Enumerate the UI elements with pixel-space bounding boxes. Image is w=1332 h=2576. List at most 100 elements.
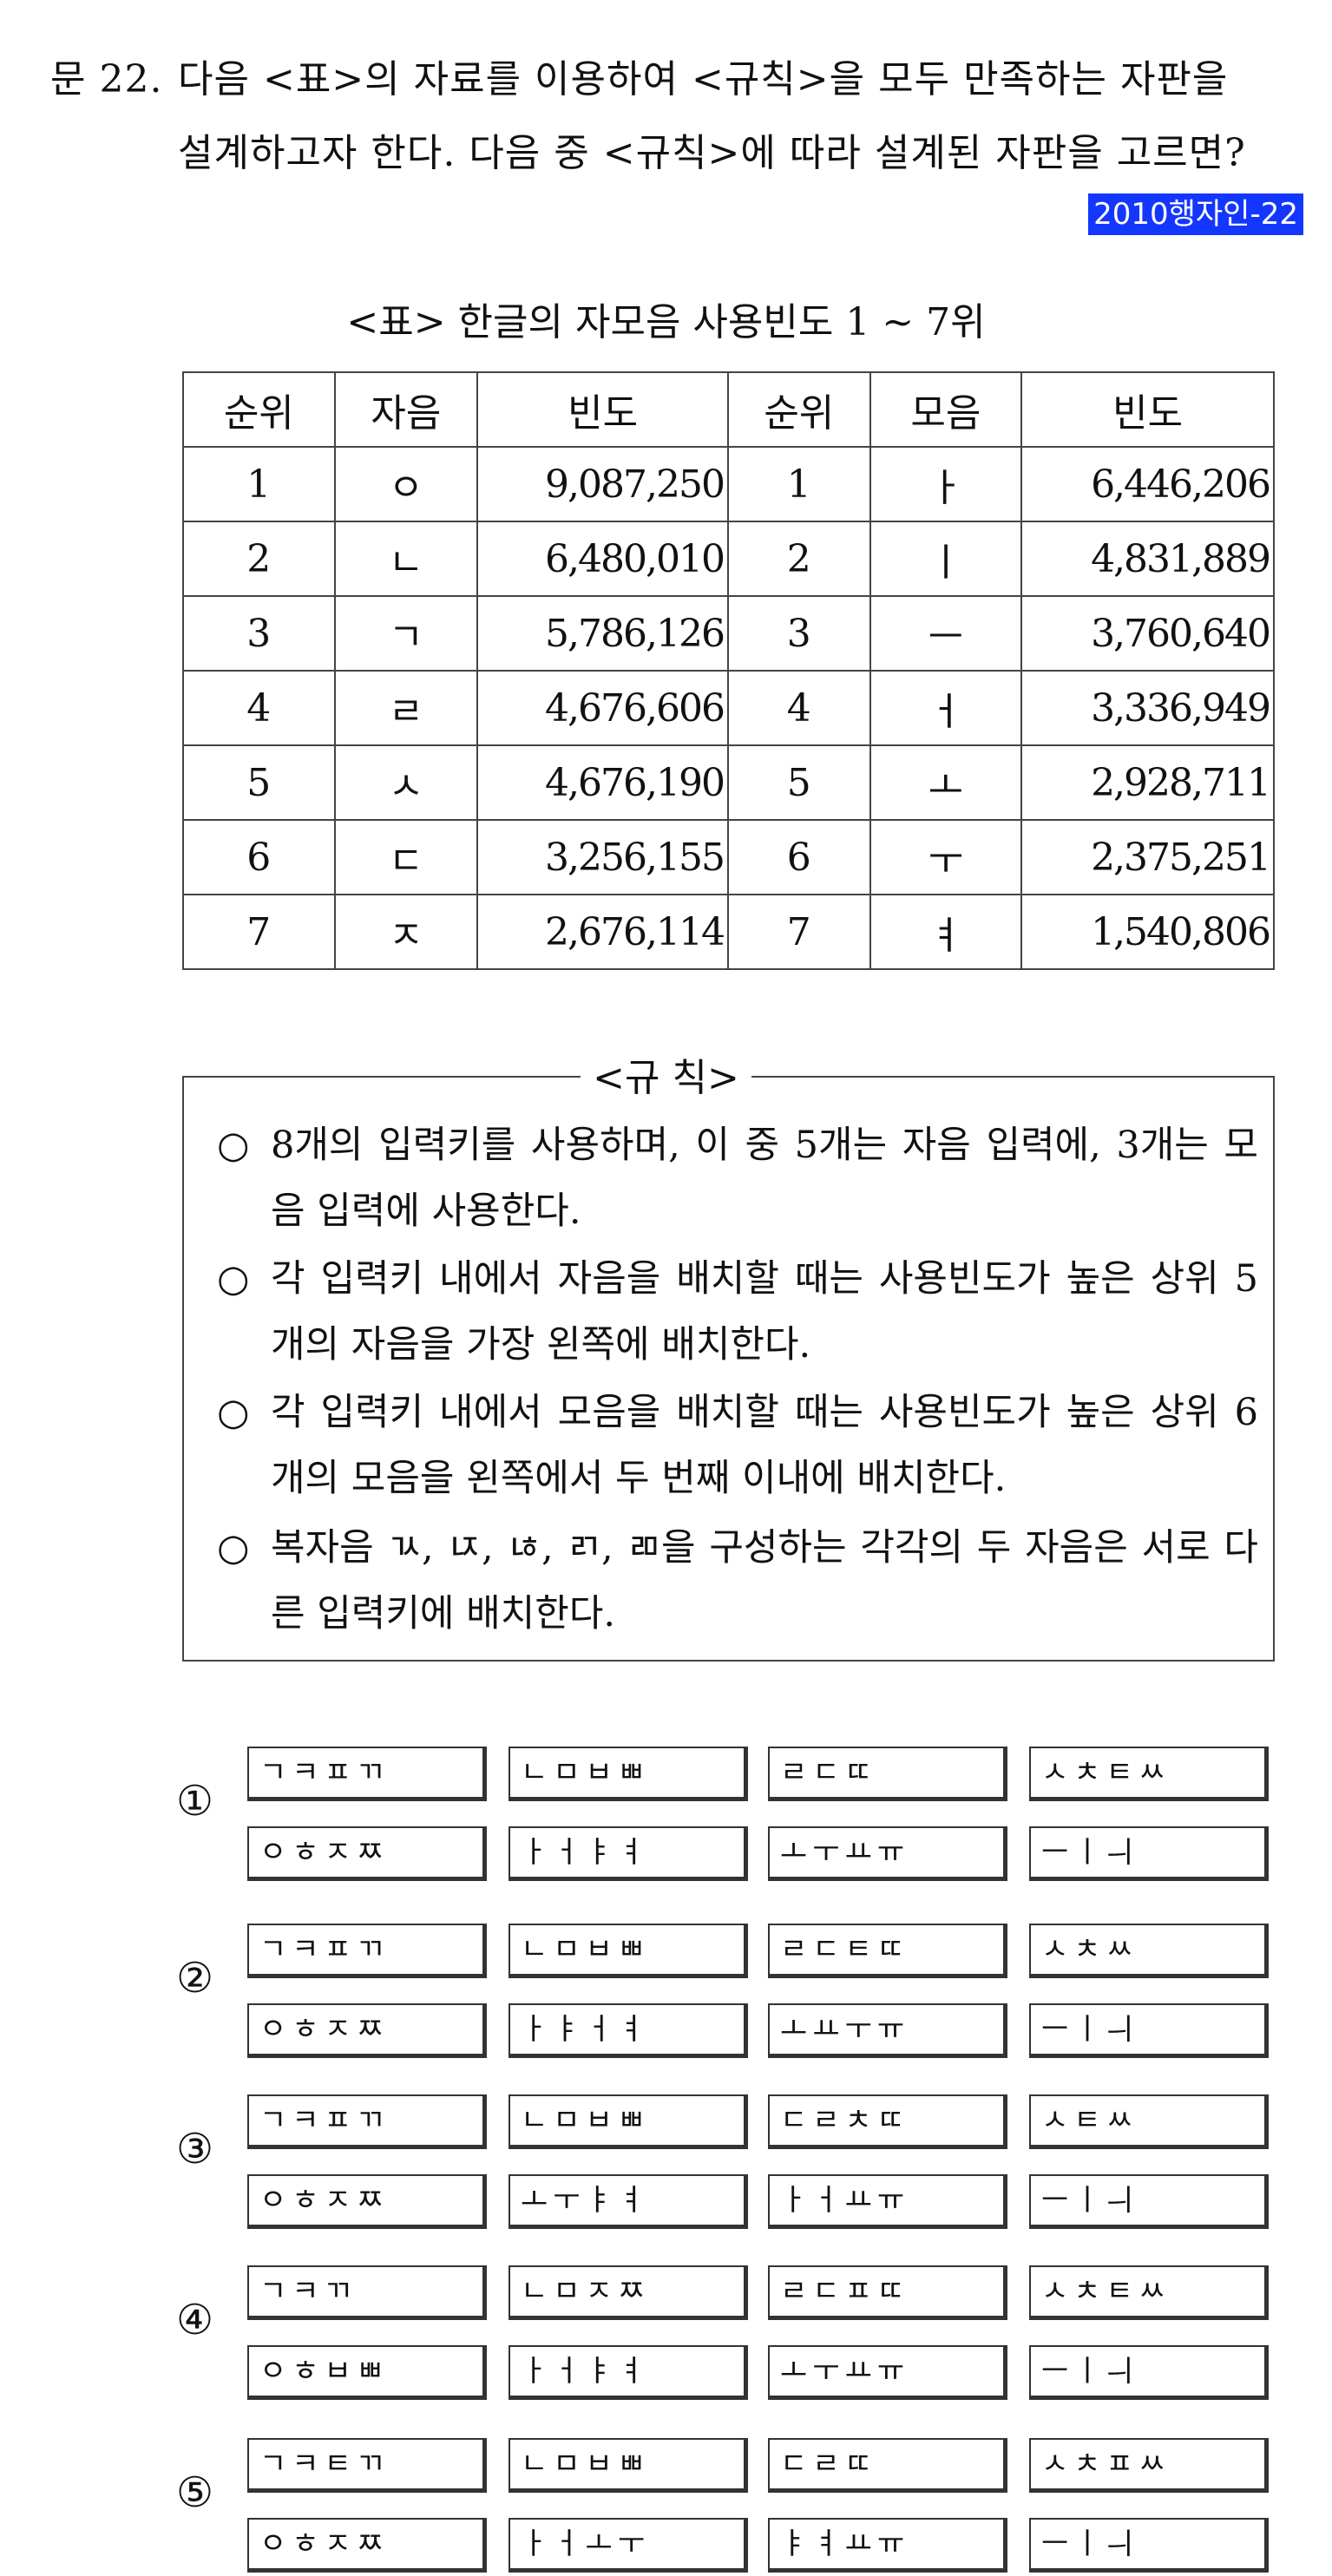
table-cell: 6,480,010 xyxy=(476,521,729,597)
option-label: ⑤ xyxy=(176,2468,214,2517)
header-cell: 빈도 xyxy=(1020,371,1275,448)
table-cell: 2,676,114 xyxy=(476,894,729,970)
table-caption: <표> 한글의 자모음 사용빈도 1 ~ 7위 xyxy=(346,300,986,344)
rule-text: 각 입력키 내에서 자음을 배치할 때는 사용빈도가 높은 상위 5개의 자음을… xyxy=(271,1257,1258,1367)
option-key: ㄷㄹㄸ xyxy=(768,2438,1007,2493)
table-cell: 6,446,206 xyxy=(1020,446,1275,522)
table-cell: 2,928,711 xyxy=(1020,744,1275,821)
table-cell: 5 xyxy=(726,744,871,821)
bullet-circle-icon: ○ xyxy=(217,1257,250,1301)
table-row: 3 ㄱ 5,786,126 3 ㅡ 3,760,640 xyxy=(182,595,1275,672)
table-cell: 1 xyxy=(726,446,871,522)
option-key: ㄹㄷㅌㄸ xyxy=(768,1924,1007,1978)
table-cell: ㄱ xyxy=(333,595,479,672)
table-cell: 3,760,640 xyxy=(1020,595,1275,672)
table-cell: ㅕ xyxy=(869,894,1023,970)
option-key: ㄴㅁㅂㅃ xyxy=(509,1747,748,1801)
option-key: ㄱㅋㅌㄲ xyxy=(247,2438,487,2493)
option-key: ㄹㄷㅍㄸ xyxy=(768,2265,1007,2320)
rule-text: 8개의 입력키를 사용하며, 이 중 5개는 자음 입력에, 3개는 모음 입력… xyxy=(271,1124,1258,1233)
option-key: ㅇㅎㅈㅉ xyxy=(247,2003,487,2058)
header-cell: 자음 xyxy=(333,371,479,448)
table-row: 4 ㄹ 4,676,606 4 ㅓ 3,336,949 xyxy=(182,670,1275,746)
table-cell: 7 xyxy=(726,894,871,970)
table-header-row: 순위 자음 빈도 순위 모음 빈도 xyxy=(182,371,1275,448)
option-key: ㅡㅣㅢ xyxy=(1029,2518,1269,2573)
option-key: ㄱㅋㅍㄲ xyxy=(247,2094,487,2149)
table-cell: 6 xyxy=(182,819,336,895)
rule-text: 복자음 ㄳ, ㄵ, ㄶ, ㄺ, ㄻ을 구성하는 각각의 두 자음은 서로 다른 … xyxy=(271,1526,1258,1635)
table-cell: 4,676,190 xyxy=(476,744,729,821)
rules-title-text: <규 칙> xyxy=(581,1056,751,1100)
option-key: ㅗㅜㅛㅠ xyxy=(768,1826,1007,1881)
table-cell: 2 xyxy=(182,521,336,597)
table-cell: 9,087,250 xyxy=(476,446,729,522)
table-row: 2 ㄴ 6,480,010 2 ㅣ 4,831,889 xyxy=(182,521,1275,597)
table-cell: 6 xyxy=(726,819,871,895)
option-label: ② xyxy=(176,1954,214,2002)
table-cell: 7 xyxy=(182,894,336,970)
option-key: ㅡㅣㅢ xyxy=(1029,1826,1269,1881)
option-key: ㅇㅎㅈㅉ xyxy=(247,1826,487,1881)
option-label: ④ xyxy=(176,2296,214,2344)
option-key: ㅏㅓㅗㅜ xyxy=(509,2518,748,2573)
table-cell: 4,831,889 xyxy=(1020,521,1275,597)
option-key: ㅏㅑㅓㅕ xyxy=(509,2003,748,2058)
question-number: 문 22. xyxy=(50,57,163,102)
option-key: ㄱㅋㅍㄲ xyxy=(247,1747,487,1801)
option-key: ㅇㅎㅂㅃ xyxy=(247,2345,487,2400)
option-key: ㄱㅋㅍㄲ xyxy=(247,1924,487,1978)
header-cell: 모음 xyxy=(869,371,1023,448)
rule-item: ○ 8개의 입력키를 사용하며, 이 중 5개는 자음 입력에, 3개는 모음 … xyxy=(217,1112,1258,1244)
table-cell: ㅡ xyxy=(869,595,1023,672)
rule-item: ○ 각 입력키 내에서 자음을 배치할 때는 사용빈도가 높은 상위 5개의 자… xyxy=(217,1246,1258,1378)
header-cell: 빈도 xyxy=(476,371,729,448)
bullet-circle-icon: ○ xyxy=(217,1124,250,1167)
table-cell: ㅜ xyxy=(869,819,1023,895)
option-label: ③ xyxy=(176,2125,214,2173)
rules-title: <규 칙> xyxy=(0,1046,1332,1102)
option-key: ㅡㅣㅢ xyxy=(1029,2174,1269,2229)
bullet-circle-icon: ○ xyxy=(217,1391,250,1434)
question-text-line-2: 설계하고자 한다. 다음 중 <규칙>에 따라 설계된 자판을 고르면? xyxy=(178,131,1246,175)
option-label: ① xyxy=(176,1777,214,1825)
table-cell: 5,786,126 xyxy=(476,595,729,672)
table-cell: 2 xyxy=(726,521,871,597)
option-key: ㄴㅁㅂㅃ xyxy=(509,1924,748,1978)
table-cell: 5 xyxy=(182,744,336,821)
option-key: ㅅㅊㅌㅆ xyxy=(1029,1747,1269,1801)
bullet-circle-icon: ○ xyxy=(217,1526,250,1570)
table-cell: 2,375,251 xyxy=(1020,819,1275,895)
table-cell: ㄷ xyxy=(333,819,479,895)
option-key: ㅅㅌㅆ xyxy=(1029,2094,1269,2149)
table-cell: ㄹ xyxy=(333,670,479,746)
table-cell: ㅓ xyxy=(869,670,1023,746)
table-cell: ㅏ xyxy=(869,446,1023,522)
option-key: ㅗㅛㅜㅠ xyxy=(768,2003,1007,2058)
table-row: 5 ㅅ 4,676,190 5 ㅗ 2,928,711 xyxy=(182,744,1275,821)
option-key: ㅗㅜㅑㅕ xyxy=(509,2174,748,2229)
table-cell: 3,336,949 xyxy=(1020,670,1275,746)
option-key: ㅅㅊㅍㅆ xyxy=(1029,2438,1269,2493)
table-cell: ㅗ xyxy=(869,744,1023,821)
option-key: ㄴㅁㅂㅃ xyxy=(509,2438,748,2493)
table-cell: 3 xyxy=(726,595,871,672)
option-key: ㅏㅓㅑㅕ xyxy=(509,1826,748,1881)
option-key: ㄴㅁㅂㅃ xyxy=(509,2094,748,2149)
table-cell: ㅣ xyxy=(869,521,1023,597)
source-tag: 2010행자인-22 xyxy=(1088,193,1303,235)
option-key: ㅡㅣㅢ xyxy=(1029,2003,1269,2058)
option-key: ㅇㅎㅈㅉ xyxy=(247,2518,487,2573)
table-cell: 4 xyxy=(182,670,336,746)
option-key: ㄱㅋㄲ xyxy=(247,2265,487,2320)
table-cell: 1 xyxy=(182,446,336,522)
option-key: ㅅㅊㅌㅆ xyxy=(1029,2265,1269,2320)
rule-text: 각 입력키 내에서 모음을 배치할 때는 사용빈도가 높은 상위 6개의 모음을… xyxy=(271,1391,1258,1500)
frequency-table: 순위 자음 빈도 순위 모음 빈도 1 ㅇ 9,087,250 1 ㅏ 6,44… xyxy=(182,371,1275,970)
option-key: ㅏㅓㅛㅠ xyxy=(768,2174,1007,2229)
option-key: ㅗㅜㅛㅠ xyxy=(768,2345,1007,2400)
question-text-line-1: 다음 <표>의 자료를 이용하여 <규칙>을 모두 만족하는 자판을 xyxy=(178,57,1229,102)
table-cell: 1,540,806 xyxy=(1020,894,1275,970)
rule-item: ○ 각 입력키 내에서 모음을 배치할 때는 사용빈도가 높은 상위 6개의 모… xyxy=(217,1380,1258,1511)
option-key: ㄷㄹㅊㄸ xyxy=(768,2094,1007,2149)
